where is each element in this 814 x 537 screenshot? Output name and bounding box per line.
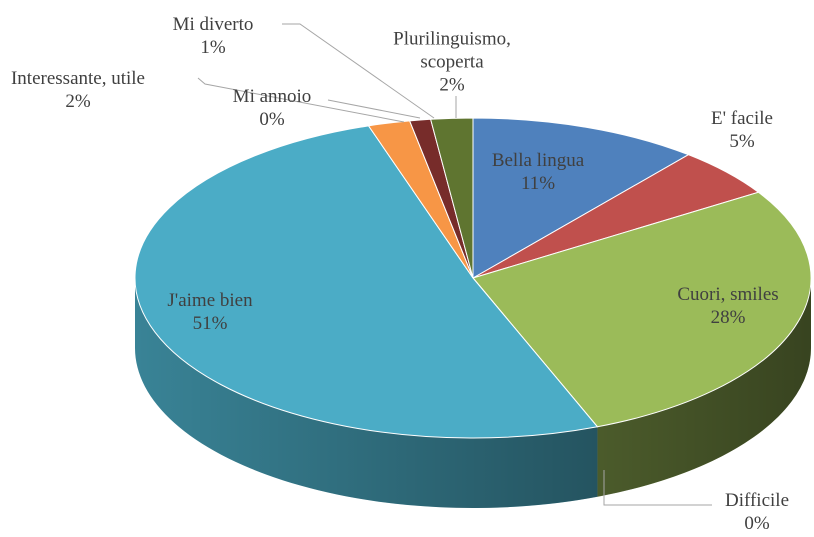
- leader-line: [603, 470, 712, 506]
- data-label: Plurilinguismo, scoperta 2%: [367, 28, 537, 97]
- value-label: 0%: [259, 109, 285, 130]
- leader-line: [282, 23, 435, 119]
- data-label: Difficile 0%: [697, 489, 814, 535]
- category-label: E' facile: [711, 108, 773, 129]
- value-label: 28%: [710, 307, 746, 328]
- leader-line: [327, 99, 421, 119]
- category-label: Bella lingua: [491, 150, 585, 171]
- value-label: 0%: [744, 513, 770, 534]
- category-label: Mi annoio: [232, 86, 312, 107]
- side-shading: [135, 278, 811, 508]
- leader-line: [197, 77, 405, 123]
- data-label: Cuori, smiles 28%: [648, 283, 808, 329]
- value-label: 2%: [439, 74, 465, 96]
- category-label: J'aime bien: [167, 290, 253, 311]
- value-label: 11%: [520, 173, 556, 194]
- value-label: 2%: [65, 91, 91, 112]
- category-label: Difficile: [724, 490, 789, 511]
- value-label: 5%: [729, 131, 755, 152]
- slice: [472, 117, 690, 279]
- data-label: E' facile 5%: [682, 107, 802, 153]
- slice: [134, 125, 599, 439]
- slice: [472, 191, 812, 428]
- value-label: 1%: [200, 37, 226, 58]
- data-label: Bella lingua 11%: [468, 149, 608, 195]
- data-label: Interessante, utile 2%: [0, 67, 188, 113]
- slice: [429, 117, 474, 279]
- value-label: 51%: [192, 313, 228, 334]
- category-label: Cuori, smiles: [677, 284, 779, 305]
- data-label: J'aime bien 51%: [140, 289, 280, 335]
- data-label: Mi annoio 0%: [212, 85, 332, 131]
- category-label: Plurilinguismo, scoperta: [393, 28, 511, 73]
- data-label: Mi diverto 1%: [153, 13, 273, 59]
- category-label: Mi diverto: [172, 14, 254, 35]
- category-label: Interessante, utile: [10, 68, 145, 89]
